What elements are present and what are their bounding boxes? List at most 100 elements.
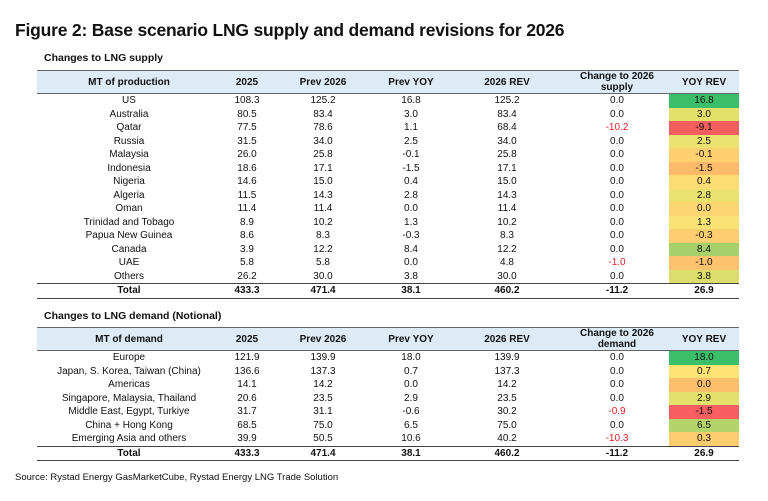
cell-prev2026: 137.3	[310, 365, 336, 377]
cell-y2025: 26.0	[237, 149, 257, 161]
cell-yoyrev: 0.3	[669, 432, 739, 446]
table-row: Malaysia 26.0 25.8 -0.1 25.8 0.0 -0.1	[37, 148, 739, 162]
cell-prevyoy: -0.1	[402, 149, 420, 161]
cell-prev2026: 30.0	[313, 270, 333, 282]
total-y2025: 433.3	[221, 445, 273, 461]
column-header: Prev 2026	[273, 70, 373, 94]
cell-prevyoy: 1.3	[404, 216, 418, 228]
total-row: Total 433.3 471.4 38.1 460.2 -11.2 26.9	[37, 445, 739, 461]
cell-prevyoy: 2.9	[404, 392, 418, 404]
cell-y2025: 14.1	[237, 379, 257, 391]
total-change: -11.2	[565, 445, 669, 461]
column-header: MT of demand	[37, 327, 221, 351]
cell-prev2026: 25.8	[313, 149, 333, 161]
total-yoyrev: 26.9	[669, 445, 739, 461]
cell-rev2026: 12.2	[497, 243, 517, 255]
cell-yoyrev: 0.4	[669, 175, 739, 189]
column-header: Prev YOY	[373, 327, 449, 351]
cell-prevyoy: 0.4	[404, 176, 418, 188]
cell-y2025: 14.6	[237, 176, 257, 188]
table-row: Australia 80.5 83.4 3.0 83.4 0.0 3.0	[37, 107, 739, 121]
column-header: 2026 REV	[449, 70, 565, 94]
cell-rev2026: 30.2	[497, 406, 517, 418]
cell-prev2026: 17.1	[313, 162, 333, 174]
cell-prevyoy: 2.8	[404, 189, 418, 201]
cell-change: 0.0	[610, 419, 624, 431]
total-rev2026: 460.2	[449, 283, 565, 299]
figure-title: Figure 2: Base scenario LNG supply and d…	[15, 20, 565, 40]
cell-y2025: 11.4	[237, 203, 257, 215]
cell-rev2026: 25.8	[497, 149, 517, 161]
cell-y2025: 68.5	[237, 419, 257, 431]
table-row: Singapore, Malaysia, Thailand 20.6 23.5 2.9…	[37, 391, 739, 405]
cell-change: -10.3	[605, 433, 629, 445]
cell-yoyrev: 6.5	[669, 418, 739, 432]
cell-name: Americas	[108, 379, 150, 391]
cell-change: 0.0	[610, 189, 624, 201]
cell-y2025: 39.9	[237, 433, 257, 445]
cell-yoyrev: -1.5	[669, 161, 739, 175]
total-name: Total	[37, 283, 221, 299]
cell-rev2026: 14.2	[497, 379, 517, 391]
cell-y2025: 8.9	[240, 216, 254, 228]
cell-prev2026: 139.9	[310, 352, 336, 364]
cell-name: Qatar	[116, 122, 142, 134]
cell-y2025: 26.2	[237, 270, 257, 282]
cell-rev2026: 68.4	[497, 122, 517, 134]
cell-prevyoy: 8.4	[404, 243, 418, 255]
total-rev2026: 460.2	[449, 445, 565, 461]
table-row: Middle East, Egypt, Turkiye 31.7 31.1 -0.6 3…	[37, 405, 739, 419]
cell-name: Malaysia	[109, 149, 149, 161]
table-row: Europe 121.9 139.9 18.0 139.9 0.0 18.0	[37, 350, 739, 365]
cell-prevyoy: 2.5	[404, 135, 418, 147]
cell-y2025: 20.6	[237, 392, 257, 404]
table-row: Americas 14.1 14.2 0.0 14.2 0.0 0.0	[37, 378, 739, 392]
header-row: MT of production 2025 Prev 2026 Prev YOY 202…	[37, 70, 739, 94]
cell-rev2026: 75.0	[497, 419, 517, 431]
cell-prevyoy: 18.0	[401, 352, 421, 364]
cell-change: 0.0	[610, 176, 624, 188]
cell-prevyoy: -0.3	[402, 230, 420, 242]
cell-name: Nigeria	[113, 176, 145, 188]
cell-name: US	[122, 95, 136, 107]
cell-y2025: 80.5	[237, 108, 257, 120]
cell-name: Singapore, Malaysia, Thailand	[61, 392, 197, 404]
cell-prev2026: 125.2	[310, 95, 336, 107]
cell-prev2026: 15.0	[313, 176, 333, 188]
table-row: Oman 11.4 11.4 0.0 11.4 0.0 0.0	[37, 202, 739, 216]
cell-change: 0.0	[610, 243, 624, 255]
cell-change: 0.0	[610, 95, 624, 107]
cell-yoyrev: 18.0	[669, 350, 739, 365]
cell-change: 0.0	[610, 162, 624, 174]
cell-prev2026: 14.2	[313, 379, 333, 391]
cell-prev2026: 31.1	[313, 406, 333, 418]
cell-name: Emerging Asia and others	[71, 433, 187, 445]
cell-y2025: 136.6	[234, 365, 260, 377]
cell-yoyrev: 0.0	[669, 378, 739, 392]
cell-rev2026: 137.3	[494, 365, 520, 377]
cell-y2025: 77.5	[237, 122, 257, 134]
cell-y2025: 18.6	[237, 162, 257, 174]
table-row: Trinidad and Tobago 8.9 10.2 1.3 10.2 0.0 1.3	[37, 215, 739, 229]
cell-prev2026: 14.3	[313, 189, 333, 201]
cell-change: 0.0	[610, 270, 624, 282]
supply-table: MT of production 2025 Prev 2026 Prev YOY 202…	[37, 70, 739, 299]
cell-prevyoy: 3.0	[404, 108, 418, 120]
cell-name: Others	[113, 270, 144, 282]
cell-name: Trinidad and Tobago	[83, 216, 175, 228]
cell-yoyrev: 2.8	[669, 188, 739, 202]
column-header: 2025	[221, 70, 273, 94]
cell-rev2026: 139.9	[494, 352, 520, 364]
cell-change: 0.0	[610, 203, 624, 215]
cell-prevyoy: 0.0	[404, 203, 418, 215]
column-header: Prev 2026	[273, 327, 373, 351]
cell-name: China + Hong Kong	[85, 419, 173, 431]
total-y2025: 433.3	[221, 283, 273, 299]
cell-name: Indonesia	[107, 162, 151, 174]
column-header: YOY REV	[669, 70, 739, 94]
column-header: Change to 2026 supply	[565, 70, 669, 94]
cell-prev2026: 12.2	[313, 243, 333, 255]
cell-prevyoy: -1.5	[402, 162, 420, 174]
cell-prev2026: 34.0	[313, 135, 333, 147]
cell-yoyrev: 16.8	[669, 93, 739, 108]
